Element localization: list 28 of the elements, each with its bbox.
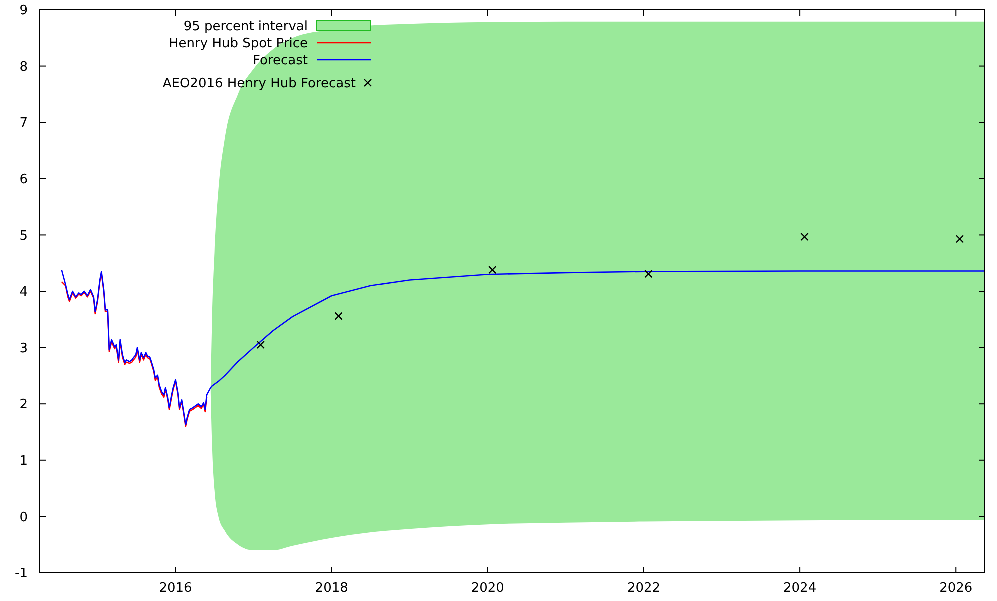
point bbox=[488, 266, 497, 274]
point bbox=[644, 270, 653, 278]
legend-label: Henry Hub Spot Price bbox=[169, 36, 308, 52]
y-tick-label: 5 bbox=[20, 228, 28, 244]
annotation: 95 percent interval bbox=[184, 20, 308, 35]
point bbox=[800, 232, 809, 241]
y-tick-label: 8 bbox=[20, 60, 28, 75]
x-tick-label: 2024 bbox=[784, 581, 817, 596]
point bbox=[956, 235, 964, 244]
y-tick-label: 7 bbox=[20, 116, 28, 132]
y-tick-label: 6 bbox=[20, 172, 28, 188]
x-tick-label: 2022 bbox=[627, 581, 661, 596]
x-tick-label: 2020 bbox=[471, 581, 504, 596]
y-tick-label: 2 bbox=[20, 398, 28, 413]
y-tick-label: 3 bbox=[20, 341, 28, 356]
point bbox=[334, 312, 343, 320]
x-tick-label: 2026 bbox=[940, 581, 973, 596]
y-tick-label: 1 bbox=[20, 454, 28, 469]
y-tick-label: 9 bbox=[20, 4, 28, 19]
x-tick-label: 2016 bbox=[159, 581, 192, 596]
legend-label: Forecast bbox=[252, 54, 308, 69]
point bbox=[256, 340, 265, 350]
x-tick-label: 2018 bbox=[315, 581, 348, 596]
y-tick-label: -1 bbox=[15, 566, 28, 582]
line-series bbox=[61, 269, 986, 426]
y-tick-label: 0 bbox=[20, 510, 28, 526]
y-tick-label: 4 bbox=[20, 285, 28, 300]
legend-label: AEO2016 Henry Hub Forecast bbox=[162, 76, 356, 92]
